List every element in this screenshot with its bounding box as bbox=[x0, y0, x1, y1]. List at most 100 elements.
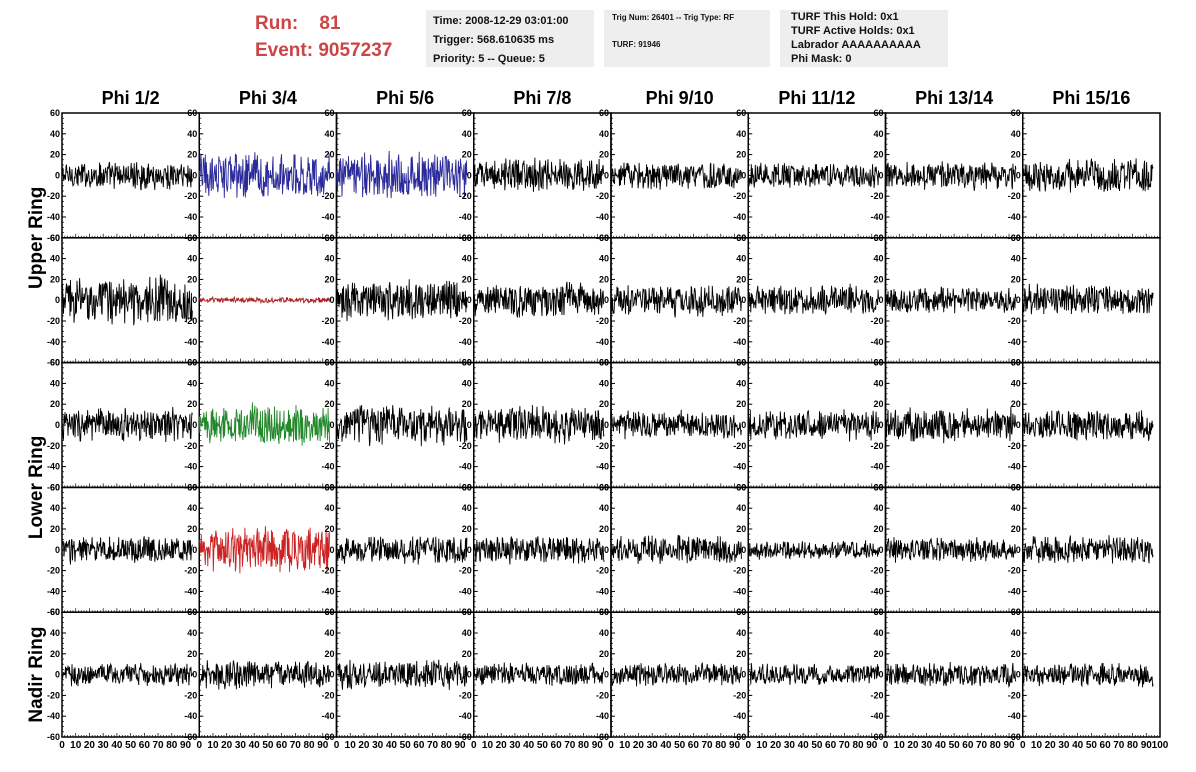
waveform-line bbox=[198, 152, 331, 199]
y-tick-label: -20 bbox=[870, 316, 883, 326]
y-tick-label: 40 bbox=[187, 129, 197, 139]
x-tick-label: 20 bbox=[1045, 740, 1057, 751]
y-tick-label: -20 bbox=[184, 316, 197, 326]
y-tick-label: -40 bbox=[47, 462, 60, 472]
y-tick-label: -40 bbox=[1008, 462, 1021, 472]
y-tick-label: 40 bbox=[324, 129, 334, 139]
ring-label: Nadir Ring bbox=[26, 627, 47, 723]
y-tick-label: 20 bbox=[736, 524, 746, 534]
time-text: Time: 2008-12-29 03:01:00 bbox=[433, 15, 569, 27]
x-tick-label: 40 bbox=[249, 740, 261, 751]
y-tick-label: -20 bbox=[47, 191, 60, 201]
y-tick-label: -20 bbox=[459, 191, 472, 201]
y-tick-label: -40 bbox=[733, 337, 746, 347]
y-tick-label: -40 bbox=[1008, 337, 1021, 347]
y-tick-label: 60 bbox=[324, 358, 334, 368]
y-tick-label: -40 bbox=[870, 212, 883, 222]
y-tick-label: 0 bbox=[329, 170, 334, 180]
event-value: 9057237 bbox=[318, 40, 393, 61]
y-tick-label: -40 bbox=[733, 212, 746, 222]
y-tick-label: 20 bbox=[873, 399, 883, 409]
run-label: Run: bbox=[255, 13, 299, 34]
y-tick-label: -40 bbox=[184, 337, 197, 347]
y-tick-label: 20 bbox=[50, 150, 60, 160]
y-tick-label: 60 bbox=[736, 482, 746, 492]
x-tick-label: 80 bbox=[715, 740, 727, 751]
y-tick-label: 60 bbox=[1011, 108, 1021, 118]
y-tick-label: 60 bbox=[50, 482, 60, 492]
y-tick-label: 20 bbox=[462, 524, 472, 534]
x-tick-label: 60 bbox=[413, 740, 425, 751]
waveform-line bbox=[610, 534, 742, 564]
y-tick-label: -60 bbox=[184, 732, 197, 742]
y-tick-label: 20 bbox=[873, 274, 883, 284]
y-tick-label: 0 bbox=[878, 670, 883, 680]
x-tick-label: 90 bbox=[180, 740, 192, 751]
y-tick-label: -20 bbox=[870, 690, 883, 700]
y-tick-label: 0 bbox=[55, 670, 60, 680]
waveform-line bbox=[473, 662, 605, 686]
y-tick-label: 0 bbox=[329, 545, 334, 555]
x-tick-label: 20 bbox=[496, 740, 508, 751]
y-tick-label: 0 bbox=[329, 295, 334, 305]
x-tick-label: 0 bbox=[745, 740, 751, 751]
y-tick-label: 40 bbox=[187, 503, 197, 513]
y-tick-label: 60 bbox=[736, 607, 746, 617]
waveform-line bbox=[610, 285, 742, 318]
y-tick-label: 60 bbox=[599, 358, 609, 368]
y-tick-label: 0 bbox=[1016, 545, 1021, 555]
y-tick-label: -40 bbox=[733, 462, 746, 472]
y-tick-label: 20 bbox=[187, 649, 197, 659]
y-tick-label: 60 bbox=[324, 482, 334, 492]
x-tick-label: 50 bbox=[949, 740, 961, 751]
y-tick-label: 0 bbox=[55, 170, 60, 180]
waveform-line bbox=[747, 662, 880, 685]
y-tick-label: 60 bbox=[462, 233, 472, 243]
x-tick-label: 50 bbox=[262, 740, 274, 751]
x-tick-label: 90 bbox=[592, 740, 604, 751]
y-tick-label: 60 bbox=[324, 108, 334, 118]
x-tick-label: 30 bbox=[1058, 740, 1070, 751]
y-tick-label: -60 bbox=[733, 732, 746, 742]
waveform-line bbox=[610, 409, 742, 440]
y-tick-label: 60 bbox=[873, 233, 883, 243]
x-tick-label: 100 bbox=[1152, 740, 1169, 751]
trig-num-text: Trig Num: 26401 -- Trig Type: RF bbox=[612, 13, 735, 22]
y-tick-label: 20 bbox=[50, 649, 60, 659]
x-tick-label: 40 bbox=[935, 740, 947, 751]
x-tick-label: 70 bbox=[702, 740, 714, 751]
x-tick-label: 60 bbox=[139, 740, 151, 751]
y-tick-label: 0 bbox=[604, 170, 609, 180]
y-tick-label: -20 bbox=[184, 566, 197, 576]
x-tick-label: 60 bbox=[276, 740, 288, 751]
y-tick-label: 60 bbox=[599, 233, 609, 243]
waveform-line bbox=[198, 295, 331, 305]
y-tick-label: 0 bbox=[878, 170, 883, 180]
y-tick-label: 20 bbox=[187, 399, 197, 409]
y-tick-label: 40 bbox=[736, 129, 746, 139]
y-tick-label: -60 bbox=[596, 732, 609, 742]
y-tick-label: -20 bbox=[321, 191, 334, 201]
y-tick-label: 0 bbox=[192, 170, 197, 180]
waveform-line bbox=[198, 526, 331, 574]
column-header: Phi 15/16 bbox=[1052, 88, 1130, 108]
y-tick-label: 20 bbox=[50, 399, 60, 409]
x-tick-label: 30 bbox=[98, 740, 110, 751]
y-tick-label: -20 bbox=[459, 441, 472, 451]
y-tick-label: 20 bbox=[599, 524, 609, 534]
y-tick-label: -40 bbox=[1008, 586, 1021, 596]
waveform-line bbox=[1022, 158, 1154, 193]
x-tick-label: 40 bbox=[523, 740, 535, 751]
waveform-line bbox=[610, 661, 742, 687]
